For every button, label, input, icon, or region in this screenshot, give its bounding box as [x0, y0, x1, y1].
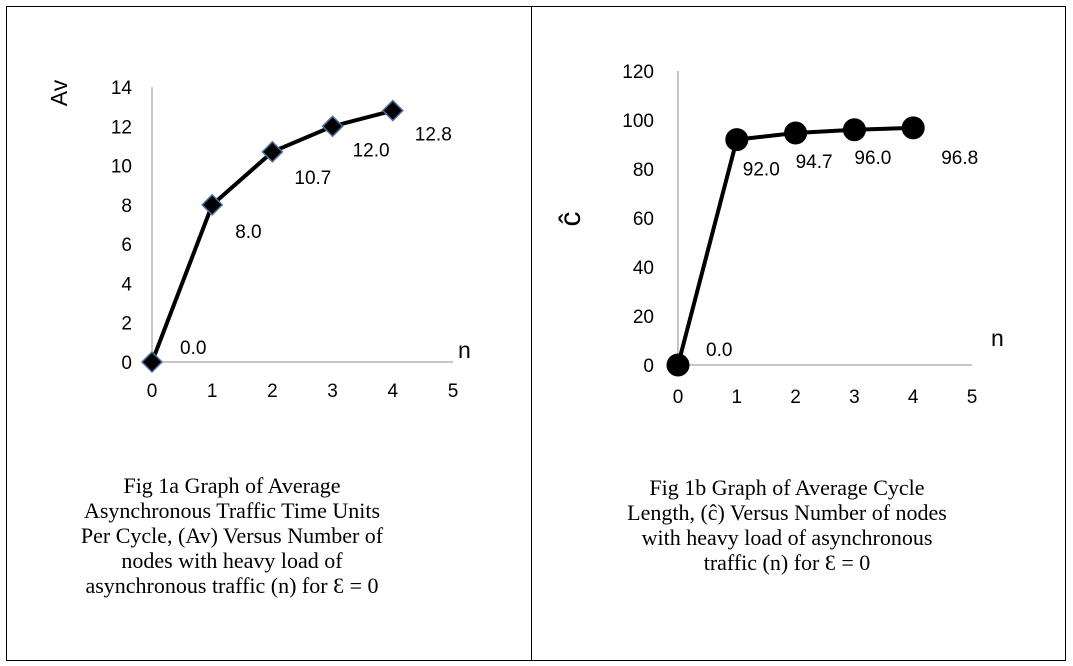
y-tick-label: 2: [121, 314, 132, 335]
x-axis-label: n: [458, 337, 471, 363]
data-point-marker: [261, 140, 284, 163]
x-tick-label: 4: [908, 387, 919, 408]
caption-line: with heavy load of asynchronous: [641, 525, 933, 550]
chart-1b: 0 20 40 60 80 100 120 0 1 2 3 4 5 n ĉ 0.0 92.0 94.7 96.0 96…: [554, 62, 1004, 408]
figure-frame: [6, 6, 1066, 661]
y-axis-label: Av: [46, 79, 72, 106]
y-tick-label: 10: [111, 157, 132, 178]
x-tick-label: 0: [147, 381, 158, 402]
y-tick-label: 60: [633, 209, 654, 230]
x-tick-label: 5: [448, 381, 459, 402]
y-tick-label: 14: [111, 78, 133, 99]
figure-1b-panel: 0 20 40 60 80 100 120 0 1 2 3 4 5 n ĉ 0.0 92.0 94.7 96.0 96…: [532, 7, 1056, 660]
data-point-marker: [725, 128, 749, 152]
figure-1a-panel: 0 2 4 6 8 10 12 14 0 1 2 3 4 5 n Av 0.0 8.0 10.7 12.0 12.8 F…: [7, 7, 531, 660]
caption-line: Length, (ĉ) Versus Number of nodes: [627, 500, 947, 525]
y-tick-label: 8: [121, 196, 132, 217]
caption-line: Per Cycle, (Av) Versus Number of: [80, 523, 384, 548]
panel-divider: [531, 6, 532, 661]
y-tick-label: 100: [622, 111, 654, 132]
y-tick-label: 0: [643, 356, 654, 377]
data-point-marker: [321, 115, 344, 138]
data-label: 12.0: [353, 140, 390, 161]
x-tick-label: 5: [967, 387, 978, 408]
data-point-marker: [842, 118, 866, 142]
data-label: 96.8: [941, 148, 978, 169]
y-tick-label: 0: [121, 353, 132, 374]
x-tick-label: 0: [673, 387, 684, 408]
y-tick-label: 4: [121, 274, 132, 295]
caption-line: nodes with heavy load of: [121, 548, 343, 573]
x-axis-label: n: [991, 325, 1004, 351]
x-tick-label: 3: [327, 381, 338, 402]
data-label: 10.7: [294, 168, 331, 189]
data-label: 8.0: [235, 222, 261, 243]
data-label: 92.0: [743, 160, 780, 181]
y-tick-label: 20: [633, 307, 654, 328]
x-tick-label: 2: [790, 387, 801, 408]
y-axis-label: ĉ: [554, 212, 587, 227]
y-tick-label: 6: [121, 235, 132, 256]
x-tick-label: 2: [267, 381, 278, 402]
caption-line: asynchronous traffic (n) for Ɛ = 0: [85, 573, 379, 598]
data-label: 0.0: [706, 340, 732, 361]
caption-line: Fig 1b Graph of Average Cycle: [649, 475, 925, 500]
data-point-marker: [666, 353, 690, 377]
x-tick-label: 4: [388, 381, 399, 402]
data-point-marker: [381, 99, 404, 122]
y-tick-label: 40: [633, 258, 654, 279]
figure-1b-caption: Fig 1b Graph of Average Cycle Length, (ĉ…: [587, 475, 987, 575]
x-tick-label: 1: [732, 387, 743, 408]
x-tick-label: 3: [849, 387, 860, 408]
caption-line: Fig 1a Graph of Average: [123, 473, 341, 498]
data-point-marker: [901, 116, 925, 140]
data-point-marker: [784, 121, 808, 145]
data-label: 0.0: [180, 338, 206, 359]
caption-line: Asynchronous Traffic Time Units: [83, 498, 381, 523]
y-tick-label: 120: [622, 62, 654, 83]
x-tick-label: 1: [207, 381, 218, 402]
data-label: 94.7: [796, 152, 833, 173]
y-tick-label: 80: [633, 160, 654, 181]
caption-line: traffic (n) for Ɛ = 0: [703, 550, 871, 575]
y-tick-label: 12: [111, 117, 132, 138]
data-label: 12.8: [415, 125, 452, 146]
data-point-marker: [140, 350, 164, 374]
data-point-marker: [201, 193, 224, 216]
data-label: 96.0: [854, 148, 891, 169]
figure-1a-caption: Fig 1a Graph of Average Asynchronous Tra…: [37, 473, 427, 598]
